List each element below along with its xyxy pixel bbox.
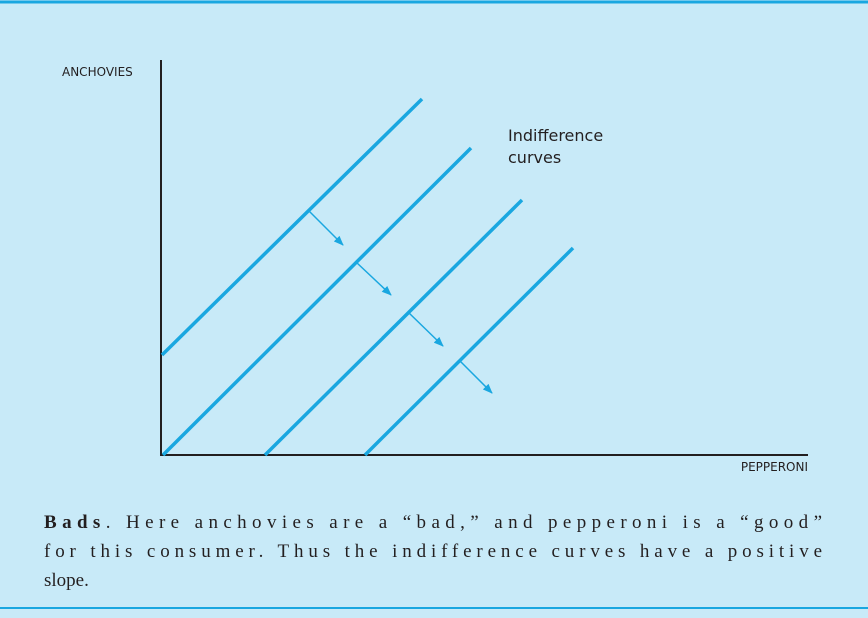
caption-line: slope.	[44, 570, 89, 591]
arrow	[355, 261, 392, 296]
annotation: Indifference	[508, 126, 603, 145]
caption-line: Bads. Here anchovies are a “bad,” and pe…	[44, 512, 822, 533]
indifference-curves	[160, 97, 575, 457]
caption-line: for this consumer. Thus the indifference…	[44, 541, 822, 562]
curve	[161, 146, 473, 457]
y-axis-label: ANCHOVIES	[62, 65, 133, 79]
curve	[263, 198, 524, 457]
x-axis-label: PEPPERONI	[741, 460, 808, 474]
arrows	[308, 210, 493, 394]
annotation: curves	[508, 148, 561, 167]
curve	[363, 246, 575, 457]
arrow	[459, 360, 493, 394]
curve	[160, 97, 424, 357]
arrow	[308, 210, 344, 246]
arrow	[407, 311, 444, 347]
